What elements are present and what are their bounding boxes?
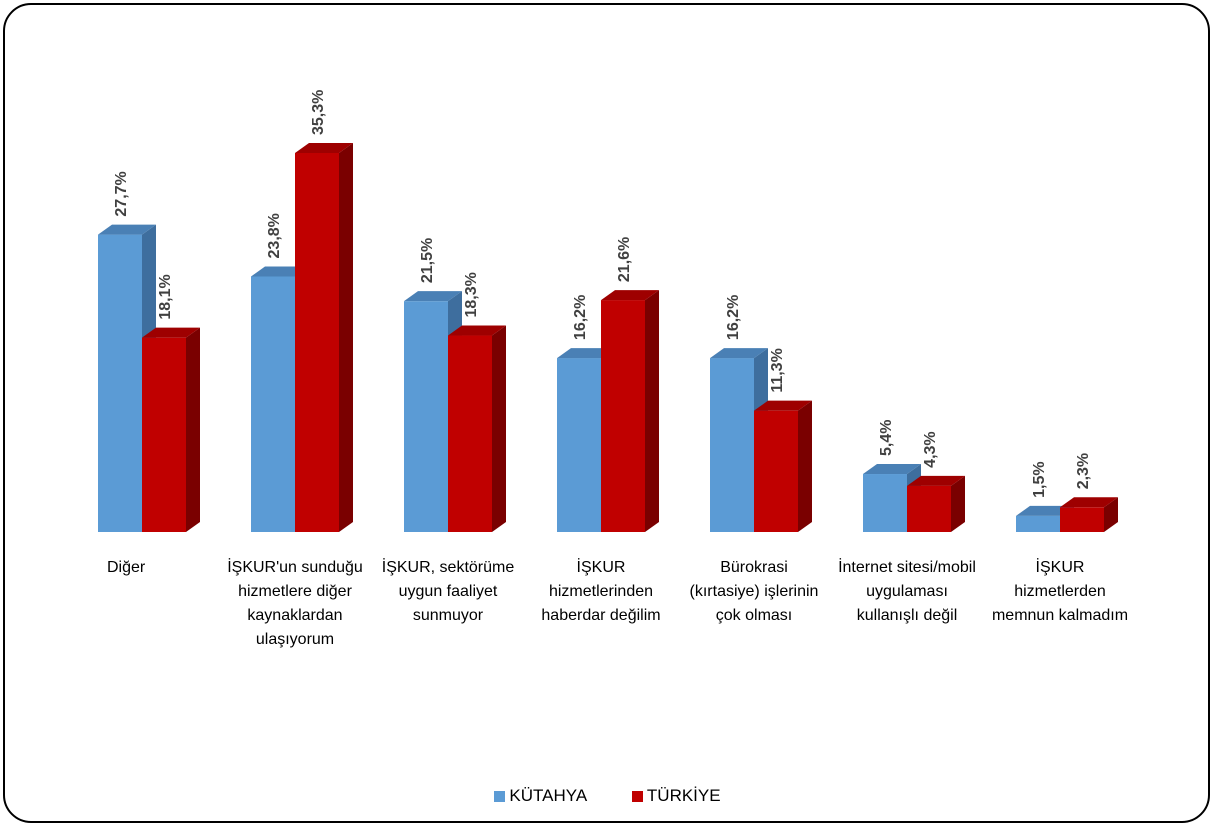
- bar-top: [142, 327, 200, 338]
- data-label: 2,3%: [1075, 453, 1092, 489]
- bar-top: [448, 325, 506, 336]
- bar: [710, 358, 754, 532]
- bar-group: 23,8% 35,3%: [251, 90, 353, 532]
- bar: [448, 335, 492, 532]
- legend-label-kutahya: KÜTAHYA: [509, 786, 588, 805]
- data-label: 4,3%: [922, 431, 939, 467]
- bar-top: [295, 143, 353, 153]
- bar-top: [907, 475, 965, 486]
- bar-top: [404, 291, 462, 302]
- bar-top: [863, 464, 921, 475]
- bar-top: [98, 224, 156, 235]
- bar: [98, 234, 142, 533]
- bar: [863, 474, 907, 532]
- category-label: İŞKUR hizmetlerden memnun kalmadım: [991, 559, 1129, 624]
- bar-group: 27,7% 18,1%: [98, 171, 200, 533]
- bar: [557, 358, 601, 532]
- legend: KÜTAHYA TÜRKİYE: [0, 786, 1215, 807]
- data-label: 35,3%: [310, 90, 327, 135]
- bar-top: [557, 348, 615, 359]
- data-label: 27,7%: [113, 171, 130, 216]
- bar: [251, 276, 295, 532]
- category-label: İŞKUR, sektörüme uygun faaliyet sunmuyor: [381, 559, 515, 624]
- bar-group: 16,2% 21,6%: [557, 237, 659, 532]
- bar: [754, 410, 798, 532]
- bar: [142, 337, 186, 532]
- bar-side: [798, 400, 812, 532]
- bar-top: [710, 348, 768, 359]
- bar-side: [951, 475, 965, 532]
- category-label: Bürokrasi (kırtasiye) işlerinin çok olma…: [689, 559, 819, 624]
- bar: [295, 153, 339, 532]
- bar-side: [186, 327, 200, 532]
- data-label: 11,3%: [769, 348, 786, 392]
- bar-side: [339, 143, 353, 532]
- bar: [404, 301, 448, 532]
- data-label: 16,2%: [572, 295, 589, 340]
- bar-top: [1060, 497, 1118, 508]
- data-label: 5,4%: [878, 420, 895, 456]
- data-label: 18,3%: [463, 272, 480, 317]
- bar-group: 21,5% 18,3%: [404, 238, 506, 532]
- bar: [601, 300, 645, 532]
- data-label: 16,2%: [725, 295, 742, 340]
- legend-swatch-kutahya: [494, 790, 506, 802]
- bar-group: 1,5% 2,3%: [1016, 453, 1118, 532]
- legend-swatch-turkiye: [631, 790, 643, 802]
- data-label: 23,8%: [266, 213, 283, 258]
- category-label: İŞKUR'un sunduğu hizmetlere diğer kaynak…: [227, 559, 363, 648]
- category-label: İnternet sitesi/mobil uygulaması kullanı…: [838, 559, 976, 624]
- bar: [907, 485, 951, 532]
- bar-top: [251, 266, 309, 277]
- bar-side: [645, 290, 659, 532]
- data-label: 21,5%: [419, 238, 436, 283]
- bar: [1060, 507, 1104, 532]
- bar: [1016, 515, 1060, 532]
- legend-item-kutahya: KÜTAHYA: [494, 786, 587, 806]
- data-label: 21,6%: [616, 237, 633, 282]
- data-label: 1,5%: [1031, 461, 1048, 497]
- bar-top: [601, 290, 659, 301]
- bar-group: 5,4% 4,3%: [863, 420, 965, 532]
- legend-label-turkiye: TÜRKİYE: [646, 786, 721, 805]
- bar-group: 16,2% 11,3%: [710, 295, 812, 532]
- category-label: Diğer: [107, 559, 146, 576]
- bar-top: [1016, 505, 1074, 516]
- bar-side: [1104, 497, 1118, 532]
- category-label: İŞKUR hizmetlerinden haberdar değilim: [541, 559, 661, 624]
- legend-item-turkiye: TÜRKİYE: [631, 786, 721, 806]
- bar-side: [492, 325, 506, 532]
- bar-top: [754, 400, 812, 411]
- data-label: 18,1%: [157, 274, 174, 319]
